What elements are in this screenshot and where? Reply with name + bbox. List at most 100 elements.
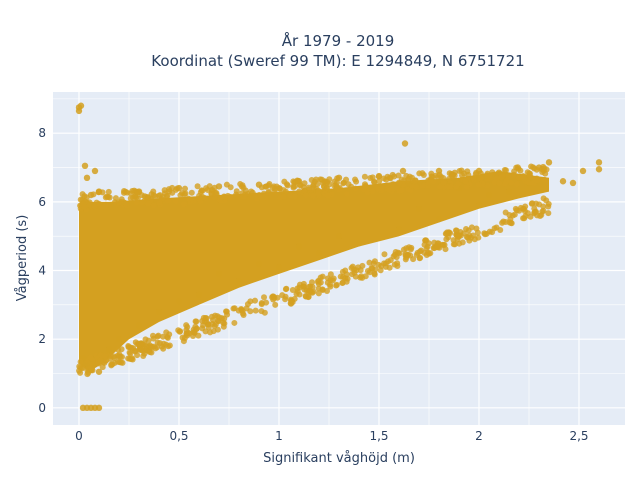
scatter-point xyxy=(434,242,441,249)
scatter-point xyxy=(361,181,368,188)
scatter-point xyxy=(231,319,238,326)
scatter-point xyxy=(345,181,352,188)
scatter-point xyxy=(443,236,450,243)
scatter-point xyxy=(323,185,330,192)
scatter-point xyxy=(255,260,263,267)
scatter-point xyxy=(360,186,367,193)
scatter-point xyxy=(155,332,162,339)
scatter-point xyxy=(449,173,456,180)
scatter-point xyxy=(445,229,452,236)
scatter-point xyxy=(265,189,272,196)
y-axis-title: Vågperiod (s) xyxy=(15,215,30,302)
scatter-point xyxy=(493,224,500,231)
scatter-point xyxy=(386,264,393,271)
scatter-point xyxy=(209,317,216,324)
x-tick-label: 0,5 xyxy=(169,429,188,443)
scatter-point xyxy=(502,167,509,174)
scatter-point xyxy=(436,171,443,178)
scatter-point xyxy=(75,107,83,115)
scatter-point xyxy=(149,332,156,339)
scatter-point xyxy=(472,171,479,178)
scatter-point xyxy=(421,241,428,248)
scatter-point xyxy=(508,179,515,186)
scatter-point xyxy=(160,340,167,347)
scatter-point xyxy=(115,199,122,206)
scatter-point xyxy=(493,175,500,182)
scatter-point xyxy=(505,188,513,195)
scatter-point xyxy=(390,186,397,193)
scatter-point xyxy=(349,263,356,270)
scatter-point xyxy=(235,277,243,285)
scatter-point xyxy=(404,251,411,258)
scatter-point xyxy=(288,297,295,304)
scatter-point xyxy=(130,194,137,201)
scatter-point xyxy=(105,188,112,195)
scatter-point xyxy=(305,293,312,300)
scatter-point xyxy=(398,187,405,194)
scatter-point xyxy=(230,305,237,312)
scatter-point xyxy=(271,188,278,195)
scatter-point xyxy=(156,199,163,206)
scatter-point xyxy=(134,189,141,196)
scatter-point xyxy=(200,322,207,329)
scatter-point xyxy=(136,342,143,349)
scatter-point xyxy=(129,356,136,363)
scatter-point xyxy=(541,176,548,183)
scatter-point xyxy=(216,314,223,321)
scatter-point xyxy=(247,308,254,315)
scatter-point xyxy=(192,323,199,330)
scatter-point xyxy=(428,170,435,177)
scatter-point xyxy=(483,230,490,237)
scatter-point xyxy=(144,194,151,201)
scatter-point xyxy=(183,322,190,329)
scatter-point xyxy=(212,321,219,328)
scatter-point xyxy=(185,329,192,336)
scatter-point xyxy=(343,176,350,183)
scatter-point xyxy=(358,273,365,280)
scatter-point xyxy=(159,333,166,340)
scatter-point xyxy=(239,182,246,189)
scatter-point xyxy=(290,183,297,190)
scatter-point xyxy=(464,168,471,175)
scatter-point xyxy=(165,197,172,204)
scatter-point xyxy=(294,288,301,295)
scatter-point xyxy=(130,345,137,352)
scatter-point xyxy=(505,172,512,179)
scatter-point xyxy=(77,102,85,109)
scatter-point xyxy=(540,167,547,174)
scatter-point xyxy=(537,213,544,220)
scatter-point xyxy=(440,241,447,248)
scatter-point xyxy=(223,308,230,315)
scatter-point xyxy=(81,162,89,170)
scatter-point xyxy=(159,194,166,201)
scatter-point xyxy=(340,274,347,281)
scatter-point xyxy=(254,195,261,202)
x-axis-ticks: 0 0,5 1 1,5 2 2,5 xyxy=(75,429,588,443)
scatter-point xyxy=(261,294,268,301)
scatter-point xyxy=(149,344,156,351)
scatter-point xyxy=(352,185,359,192)
scatter-point xyxy=(342,267,349,274)
scatter-point xyxy=(344,275,351,282)
scatter-point xyxy=(301,180,308,187)
scatter-point xyxy=(215,270,223,278)
scatter-point xyxy=(193,318,200,325)
scatter-point xyxy=(369,174,376,181)
scatter-point xyxy=(90,191,97,198)
scatter-point xyxy=(545,200,552,207)
scatter-point xyxy=(458,167,465,174)
scatter-point xyxy=(108,361,115,368)
scatter-point xyxy=(395,179,402,186)
scatter-point xyxy=(200,314,207,321)
scatter-point xyxy=(524,169,531,176)
scatter-point xyxy=(330,275,337,282)
scatter-point xyxy=(181,185,188,192)
scatter-point xyxy=(327,271,334,278)
scatter-point xyxy=(595,159,603,166)
y-tick-label: 6 xyxy=(38,195,46,209)
y-tick-label: 4 xyxy=(38,264,46,278)
scatter-point xyxy=(145,337,152,344)
scatter-point xyxy=(396,250,403,257)
scatter-point xyxy=(280,193,287,200)
scatter-point xyxy=(390,181,397,188)
